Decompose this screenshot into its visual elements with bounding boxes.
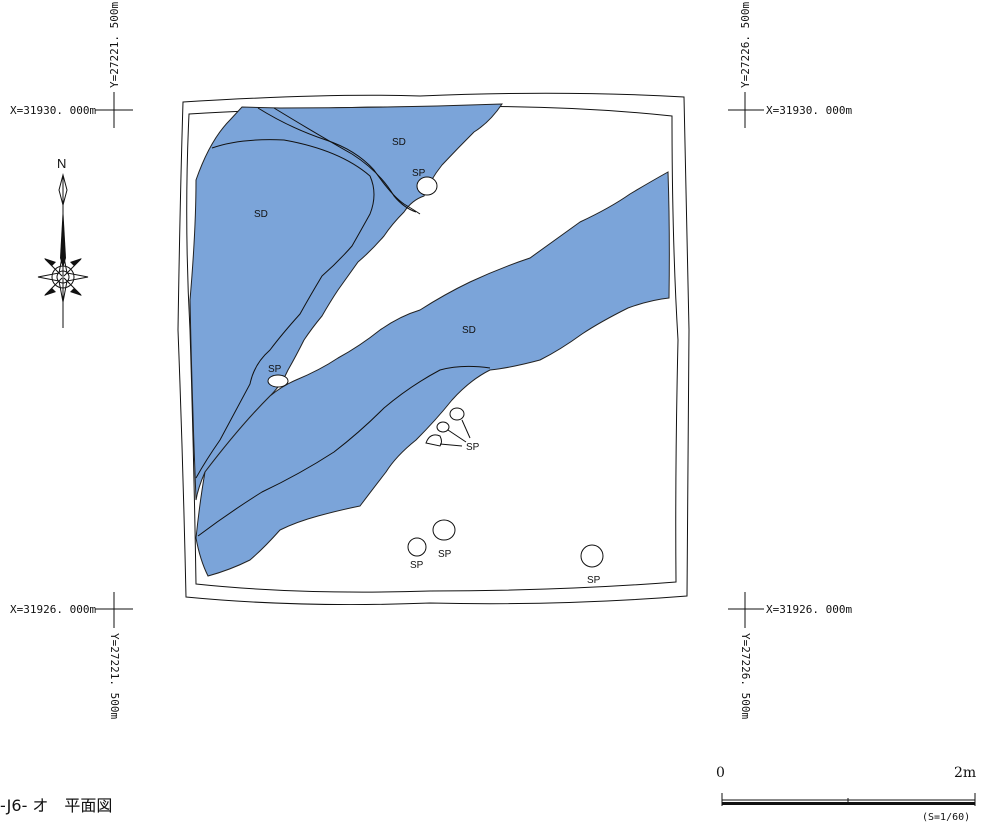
scale-ratio: (S=1/60): [922, 812, 970, 823]
pit-inner-edge: [186, 105, 679, 593]
grid-label-se-x: X=31926. 000m: [766, 603, 852, 616]
grid-cross-sw: [95, 592, 133, 628]
sp-pit-3b: [436, 421, 450, 433]
grid-label-sw-y: Y=27221. 500m: [108, 633, 121, 719]
north-arrow-icon: N: [37, 156, 89, 328]
pit-outer-edge: [177, 92, 690, 606]
ditch-line-1: [195, 139, 375, 479]
north-label: N: [57, 156, 66, 171]
ditch-line-2: [257, 107, 421, 215]
sp-pit-4: [407, 537, 427, 557]
grid-cross-se: [728, 592, 764, 628]
grid-label-sw-x: X=31926. 000m: [10, 603, 96, 616]
scale-end: 2m: [954, 765, 976, 781]
label-sp-6: SP: [587, 575, 601, 586]
label-sp-3: SP: [466, 442, 480, 453]
grid-label-nw-y: Y=27221. 500m: [108, 2, 121, 88]
scale-start: 0: [716, 765, 725, 781]
grid-cross-ne: [728, 92, 764, 128]
grid-label-nw-x: X=31930. 000m: [10, 104, 96, 117]
grid-label-ne-y: Y=27226. 500m: [739, 2, 752, 88]
label-sd-3: SD: [462, 325, 476, 336]
label-sd-1: SD: [392, 137, 406, 148]
figure-caption: -J6- オ 平面図: [0, 796, 112, 815]
sp-pit-6: [580, 544, 604, 568]
sp-pit-3a: [449, 407, 465, 421]
grid-cross-nw: [95, 92, 133, 128]
ditch-sd-upper: [189, 103, 503, 501]
ditch-line-3: [273, 107, 417, 213]
sp-pit-1: [416, 176, 438, 196]
sp-pit-5: [432, 519, 456, 541]
grid-label-se-y: Y=27226. 500m: [739, 633, 752, 719]
ditch-line-4: [197, 365, 491, 537]
sp-pit-3c: [425, 434, 442, 447]
sp-pit-2: [267, 374, 289, 388]
label-sp-1: SP: [412, 168, 426, 179]
label-sp-4: SP: [410, 560, 424, 571]
label-sd-2: SD: [254, 209, 268, 220]
grid-label-ne-x: X=31930. 000m: [766, 104, 852, 117]
label-sp-2: SP: [268, 364, 282, 375]
label-sp-5: SP: [438, 549, 452, 560]
scale-bar: 0 2m (S=1/60): [716, 765, 976, 823]
